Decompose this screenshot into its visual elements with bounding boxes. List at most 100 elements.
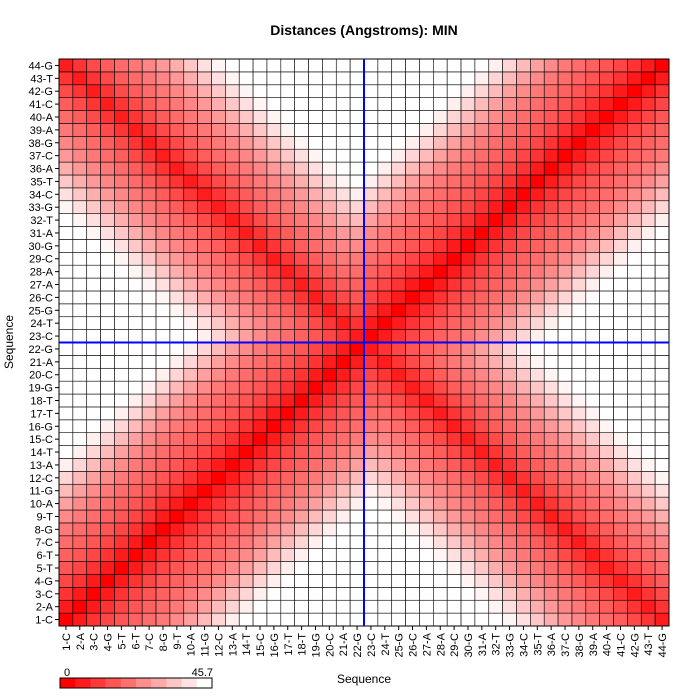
x-tick-label: 16-G [269, 633, 281, 657]
heatmap-cell [640, 445, 656, 459]
heatmap-cell [169, 213, 185, 227]
heatmap-cell [654, 200, 670, 214]
heatmap-cell [252, 496, 268, 511]
heatmap-cell [308, 84, 323, 98]
heatmap-cell [252, 458, 268, 472]
y-tick-label: 7-C [35, 537, 53, 549]
heatmap-cell [169, 612, 185, 627]
heatmap-cell [169, 303, 185, 318]
heatmap-cell [446, 239, 462, 253]
y-tick-label: 26-C [29, 292, 53, 304]
heatmap-cell [474, 367, 490, 382]
heatmap-cell [58, 277, 74, 292]
heatmap-cell [308, 587, 323, 601]
heatmap-cell [86, 84, 101, 98]
heatmap-cell [335, 316, 351, 330]
heatmap-cell [391, 316, 406, 330]
heatmap-cell [294, 522, 309, 537]
heatmap-cell [238, 97, 254, 111]
heatmap-cells [58, 58, 670, 627]
heatmap-cell [183, 483, 198, 498]
heatmap-cell [211, 174, 226, 189]
y-tick-label: 37-C [29, 151, 53, 163]
heatmap-cell [280, 612, 295, 627]
heatmap-cell [58, 71, 74, 86]
heatmap-cell [349, 367, 365, 382]
heatmap-cell [433, 161, 448, 176]
heatmap-cell [225, 393, 240, 408]
heatmap-cell [252, 213, 268, 227]
heatmap-cell [308, 329, 323, 343]
heatmap-cell [252, 239, 268, 253]
heatmap-cell [571, 445, 587, 459]
heatmap-cell [349, 483, 365, 498]
heatmap-cell [516, 239, 531, 253]
heatmap-cell [169, 522, 185, 537]
heatmap-cell [86, 148, 101, 163]
heatmap-cell [322, 84, 337, 98]
heatmap-cell [627, 380, 642, 395]
heatmap-cell [86, 432, 101, 446]
heatmap-cell [446, 264, 462, 279]
heatmap-cell [654, 432, 670, 446]
heatmap-cell [197, 612, 212, 627]
heatmap-cell [72, 483, 88, 498]
heatmap-cell [308, 522, 323, 537]
heatmap-cell [349, 445, 365, 459]
heatmap-cell [308, 342, 323, 356]
heatmap-cell [391, 252, 406, 266]
heatmap-cell [114, 329, 129, 343]
heatmap-cell [613, 522, 628, 537]
heatmap-cell [183, 84, 198, 98]
heatmap-cell [225, 406, 240, 421]
heatmap-cell [197, 148, 212, 163]
heatmap-cell [58, 574, 74, 588]
heatmap-cell [100, 574, 115, 588]
x-tick-label: 10-A [186, 632, 198, 656]
heatmap-cell [405, 161, 420, 176]
heatmap-cell [211, 380, 226, 395]
heatmap-cell [155, 342, 171, 356]
heatmap-cell [599, 226, 614, 240]
heatmap-cell [557, 612, 573, 627]
color-scale-step [120, 678, 137, 688]
heatmap-cell [557, 84, 573, 98]
heatmap-cell [585, 226, 600, 240]
heatmap-cell [114, 342, 129, 356]
heatmap-cell [460, 174, 476, 189]
heatmap-cell [183, 174, 198, 189]
heatmap-cell [183, 290, 198, 305]
heatmap-cell [557, 239, 573, 253]
heatmap-cell [543, 213, 559, 227]
heatmap-cell [266, 187, 282, 202]
heatmap-cell [405, 458, 420, 472]
heatmap-cell [169, 316, 185, 330]
heatmap-cell [640, 367, 656, 382]
heatmap-cell [128, 419, 143, 434]
heatmap-cell [335, 264, 351, 279]
x-tick-label: 5-T [116, 633, 128, 650]
heatmap-cell [516, 290, 531, 305]
heatmap-cell [349, 342, 365, 356]
heatmap-cell [252, 574, 268, 588]
heatmap-cell [280, 342, 295, 356]
heatmap-cell [322, 200, 337, 214]
heatmap-cell [169, 535, 185, 549]
heatmap-cell [114, 599, 129, 614]
heatmap-cell [197, 187, 212, 202]
heatmap-cell [613, 123, 628, 137]
heatmap-cell [225, 380, 240, 395]
heatmap-cell [640, 316, 656, 330]
heatmap-cell [335, 213, 351, 227]
heatmap-cell [225, 226, 240, 240]
heatmap-cell [405, 419, 420, 434]
heatmap-cell [252, 71, 268, 86]
heatmap-cell [280, 252, 295, 266]
heatmap-cell [446, 71, 462, 86]
heatmap-cell [86, 496, 101, 511]
heatmap-cell [266, 471, 282, 485]
heatmap-cell [335, 419, 351, 434]
heatmap-cell [391, 432, 406, 446]
heatmap-cell [100, 458, 115, 472]
heatmap-cell [530, 445, 545, 459]
